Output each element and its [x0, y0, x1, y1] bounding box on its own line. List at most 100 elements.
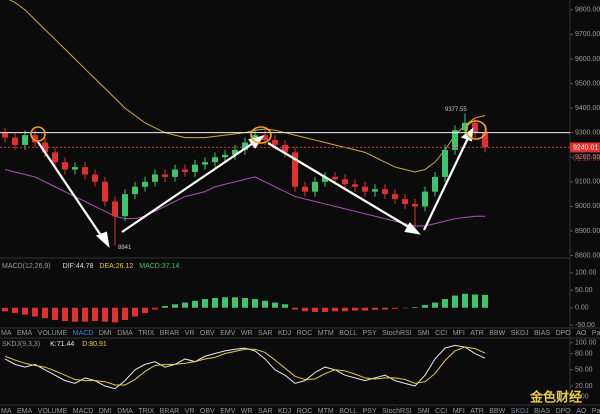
indicator-tab[interactable]: VOLUME	[38, 330, 68, 337]
candle-body	[102, 181, 108, 202]
candle-body	[412, 203, 418, 207]
indicator-tab[interactable]: AO	[576, 408, 587, 414]
indicator-tab[interactable]: DPO	[556, 408, 572, 414]
indicator-tab[interactable]: DMI	[99, 330, 112, 337]
candle-body	[82, 167, 88, 175]
indicator-tab[interactable]: BRAR	[160, 408, 179, 414]
candle-body	[232, 149, 238, 155]
indicator-tab[interactable]: ROC	[297, 408, 313, 414]
low-label: 8841	[118, 245, 132, 251]
indicator-tab[interactable]: Passion	[592, 408, 600, 414]
indicator-tab[interactable]: KDJ	[278, 408, 291, 414]
histogram-bar	[132, 307, 138, 317]
y-tick-label: 9800.00	[575, 7, 600, 14]
indicator-tab[interactable]: BBW	[489, 408, 505, 414]
candle-body	[212, 157, 218, 163]
indicator-tab[interactable]: OBV	[200, 408, 215, 414]
circle-marker	[465, 120, 487, 140]
annotations	[37, 127, 474, 248]
indicator-tab[interactable]: TRIX	[138, 330, 154, 337]
indicator-tab[interactable]: SAR	[258, 408, 272, 414]
indicator-tab[interactable]: SKDJ	[511, 408, 529, 414]
histogram-bar	[272, 302, 278, 308]
indicator-tab[interactable]: BIAS	[534, 330, 550, 337]
indicator-tab[interactable]: PSY	[363, 330, 377, 337]
indicator-tab[interactable]: BOLL	[339, 408, 357, 414]
y-tick-label: 100.00	[575, 270, 597, 277]
arrow	[37, 141, 105, 241]
indicator-tab[interactable]: WR	[241, 408, 253, 414]
indicator-tab[interactable]: StochRSI	[382, 330, 412, 337]
indicator-tab[interactable]: SMI	[417, 408, 430, 414]
indicator-tab[interactable]: EMA	[17, 330, 33, 337]
indicator-tab[interactable]: BIAS	[534, 408, 550, 414]
indicator-tab[interactable]: EMV	[220, 330, 236, 337]
candle-body	[402, 199, 408, 204]
indicator-tab[interactable]: PSY	[363, 408, 377, 414]
indicator-tab[interactable]: MACD	[73, 408, 94, 414]
indicator-tab[interactable]: ATR	[470, 408, 483, 414]
histogram-bar	[172, 304, 178, 308]
legend-entry: D:80.91	[82, 341, 107, 348]
indicator-tab[interactable]: Passion	[592, 330, 600, 337]
legend-entry: K:71.44	[50, 341, 74, 348]
indicator-tab[interactable]: DMA	[117, 330, 133, 337]
histogram-bar	[232, 297, 238, 308]
indicator-tab[interactable]: MFI	[453, 330, 465, 337]
histogram-bar	[2, 307, 8, 312]
indicator-tab[interactable]: VR	[185, 408, 195, 414]
price-tag	[570, 142, 600, 153]
candle-body	[452, 130, 458, 150]
y-tick-label: 9000.00	[575, 203, 600, 210]
indicator-tab[interactable]: MTM	[318, 408, 334, 414]
indicator-tab[interactable]: MTM	[318, 330, 334, 337]
indicator-tab[interactable]: BBW	[489, 330, 505, 337]
indicator-tab[interactable]: DMI	[99, 408, 112, 414]
indicator-tab[interactable]: StochRSI	[382, 408, 412, 414]
histogram-bar	[412, 307, 418, 308]
indicator-tab[interactable]: MA	[1, 330, 12, 337]
indicator-tab[interactable]: KDJ	[278, 330, 291, 337]
indicator-tab[interactable]: MA	[1, 408, 12, 414]
indicator-tab[interactable]: SMI	[417, 330, 430, 337]
indicator-tab[interactable]: EMA	[17, 408, 33, 414]
indicator-tab[interactable]: BOLL	[339, 330, 357, 337]
candle-body	[432, 176, 438, 192]
indicator-tab[interactable]: VOLUME	[38, 408, 68, 414]
indicator-tab[interactable]: MACD	[73, 330, 94, 337]
histogram-bar	[462, 293, 468, 308]
histogram-bar	[442, 299, 448, 308]
indicator-tab[interactable]: SKDJ	[511, 330, 529, 337]
indicator-tab[interactable]: VR	[185, 330, 195, 337]
y-tick-label: 9100.00	[575, 179, 600, 186]
indicator-tab[interactable]: BRAR	[160, 330, 179, 337]
y-tick-label: 0.00	[575, 394, 589, 401]
indicator-tab[interactable]: AO	[576, 330, 587, 337]
indicator-tab[interactable]: DMA	[117, 408, 133, 414]
indicator-tab[interactable]: CCI	[435, 330, 447, 337]
circle-marker	[250, 126, 272, 144]
indicator-tab[interactable]: DPO	[556, 330, 572, 337]
candle-body	[362, 186, 368, 192]
indicator-tab[interactable]: WR	[241, 330, 253, 337]
indicator-tab[interactable]: CCI	[435, 408, 447, 414]
indicator-tab[interactable]: EMV	[220, 408, 236, 414]
histogram-bar	[142, 307, 148, 314]
y-tick-label: 50.00	[575, 287, 593, 294]
histogram-bar	[192, 300, 198, 308]
indicator-tab[interactable]: SAR	[258, 330, 272, 337]
candle-body	[442, 149, 448, 177]
y-tick-label: 100.00	[575, 340, 597, 347]
indicator-tab[interactable]: ROC	[297, 330, 313, 337]
candle-body	[62, 162, 68, 170]
indicator-tab[interactable]: OBV	[200, 330, 215, 337]
histogram-bar	[182, 302, 188, 308]
indicator-tab[interactable]: TRIX	[138, 408, 154, 414]
histogram-bar	[312, 307, 318, 312]
candle-body	[22, 135, 28, 145]
indicator-tab[interactable]: ATR	[470, 330, 483, 337]
candle-body	[152, 174, 158, 182]
candle-body	[202, 162, 208, 165]
indicator-tab[interactable]: MFI	[453, 408, 465, 414]
